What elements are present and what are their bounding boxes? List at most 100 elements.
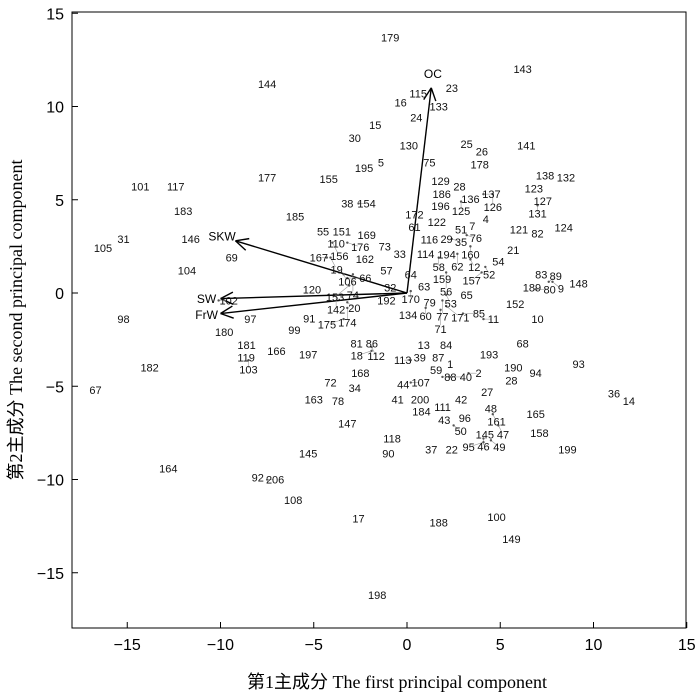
point-marker xyxy=(325,256,329,259)
point-label: 57 xyxy=(380,266,392,278)
point-marker xyxy=(482,437,485,440)
point-label: 107 xyxy=(412,378,430,390)
point-label: 119 xyxy=(237,353,255,365)
point-marker xyxy=(491,192,494,196)
point-marker xyxy=(247,358,250,362)
point-label: 108 xyxy=(284,495,302,507)
point-label: 40 xyxy=(460,372,472,384)
point-label: 31 xyxy=(117,234,129,246)
loading-label: SW xyxy=(197,292,217,306)
point-label: 206 xyxy=(266,475,284,487)
loading-vector-oc xyxy=(406,87,432,294)
point-label: 101 xyxy=(131,182,149,194)
point-label: 84 xyxy=(440,340,452,352)
point-label: 190 xyxy=(504,363,522,375)
point-label: 161 xyxy=(487,417,505,429)
point-label: 142 xyxy=(327,304,345,316)
point-label: 195 xyxy=(355,163,373,175)
point-label: 100 xyxy=(487,512,505,524)
point-marker xyxy=(482,192,485,196)
point-label: 152 xyxy=(506,299,524,311)
point-label: 28 xyxy=(453,182,465,194)
point-label: 5 xyxy=(378,157,384,169)
point-label: 184 xyxy=(412,407,430,419)
point-label: 13 xyxy=(418,340,430,352)
point-label: 62 xyxy=(451,262,463,274)
arrowhead xyxy=(220,305,233,315)
point-label: 141 xyxy=(517,141,535,153)
point-label: 36 xyxy=(608,389,620,401)
point-label: 64 xyxy=(405,269,417,281)
point-label: 69 xyxy=(226,253,238,265)
label-leader-line xyxy=(548,277,555,283)
point-label: 37 xyxy=(425,445,437,457)
point-label: 46 xyxy=(477,441,489,453)
point-label: 165 xyxy=(527,409,545,421)
loading-label: SKW xyxy=(208,230,236,244)
point-label: 35 xyxy=(455,237,467,249)
point-label: 172 xyxy=(405,210,423,222)
point-label: 22 xyxy=(446,445,458,457)
label-leader-line xyxy=(453,425,460,431)
point-label: 80 xyxy=(544,284,556,296)
point-marker xyxy=(534,288,537,291)
arrowhead xyxy=(235,237,250,242)
point-label: 136 xyxy=(461,194,479,206)
x-axis-label: 第1主成分 The first principal component xyxy=(247,672,547,692)
point-label: 47 xyxy=(497,429,509,441)
point-label: 118 xyxy=(383,433,401,445)
point-label: 158 xyxy=(530,428,548,440)
point-marker xyxy=(346,276,349,280)
point-label: 104 xyxy=(178,266,196,278)
point-marker xyxy=(409,289,412,293)
point-label: 177 xyxy=(258,172,276,184)
point-marker xyxy=(331,241,334,244)
point-label: 86 xyxy=(366,338,378,350)
point-label: 88 xyxy=(444,372,456,384)
point-marker xyxy=(461,312,465,315)
point-label: 185 xyxy=(286,212,304,224)
point-marker xyxy=(441,375,444,379)
point-label: 66 xyxy=(359,273,371,285)
point-label: 26 xyxy=(476,146,488,158)
y-tick-label: 5 xyxy=(55,193,64,210)
point-label: 134 xyxy=(399,310,417,322)
label-leader-line xyxy=(359,350,372,356)
point-label: 143 xyxy=(513,64,531,76)
x-tick-label: 10 xyxy=(585,637,603,654)
point-label: 98 xyxy=(117,314,129,326)
label-leader-line xyxy=(337,285,350,295)
point-label: 33 xyxy=(394,249,406,261)
point-label: 63 xyxy=(418,282,430,294)
point-label: 162 xyxy=(356,254,374,266)
point-marker xyxy=(444,304,448,308)
label-leader-line xyxy=(445,294,451,303)
point-label: 114 xyxy=(417,249,435,261)
point-label: 39 xyxy=(414,353,426,365)
point-label: 15 xyxy=(369,120,381,132)
point-label: 137 xyxy=(482,189,500,201)
point-label: 99 xyxy=(288,325,300,337)
point-label: 91 xyxy=(303,314,315,326)
point-label: 95 xyxy=(463,442,475,454)
point-label: 138 xyxy=(536,171,554,183)
point-label: 178 xyxy=(471,159,489,171)
point-marker xyxy=(482,441,485,444)
point-label: 81 xyxy=(351,338,363,350)
point-label: 61 xyxy=(408,222,420,234)
point-label: 166 xyxy=(267,346,285,358)
point-marker xyxy=(536,204,539,207)
point-marker xyxy=(346,241,349,244)
point-marker xyxy=(491,413,494,416)
point-label: 194 xyxy=(437,250,455,262)
point-label: 27 xyxy=(481,387,493,399)
point-marker xyxy=(424,306,427,310)
point-label: 16 xyxy=(395,97,407,109)
point-marker xyxy=(465,233,468,237)
point-label: 87 xyxy=(432,353,444,365)
point-marker xyxy=(469,245,472,248)
point-label: 197 xyxy=(299,350,317,362)
point-marker xyxy=(469,258,472,261)
point-marker xyxy=(547,280,550,284)
